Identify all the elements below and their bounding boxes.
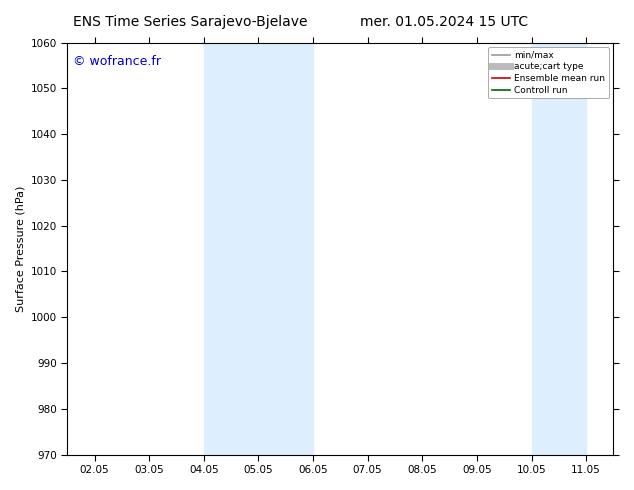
Text: mer. 01.05.2024 15 UTC: mer. 01.05.2024 15 UTC xyxy=(359,15,528,29)
Bar xyxy=(531,43,586,455)
Text: ENS Time Series Sarajevo-Bjelave: ENS Time Series Sarajevo-Bjelave xyxy=(73,15,307,29)
Bar xyxy=(259,43,313,455)
Text: © wofrance.fr: © wofrance.fr xyxy=(73,55,160,68)
Y-axis label: Surface Pressure (hPa): Surface Pressure (hPa) xyxy=(15,185,25,312)
Legend: min/max, acute;cart type, Ensemble mean run, Controll run: min/max, acute;cart type, Ensemble mean … xyxy=(488,47,609,98)
Bar xyxy=(204,43,259,455)
